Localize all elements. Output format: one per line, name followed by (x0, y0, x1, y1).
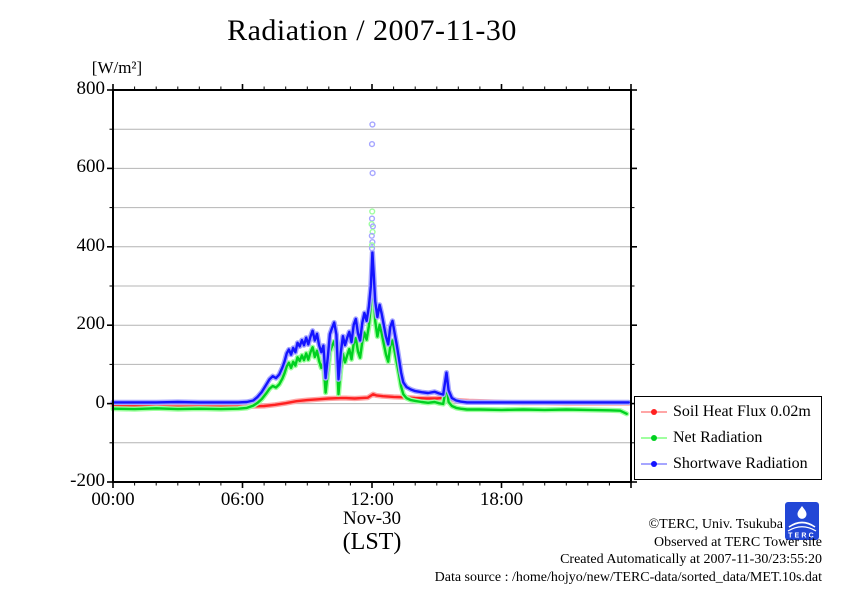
terc-logo: TERC (785, 502, 819, 540)
x-axis-date-label: Nov-30 (342, 508, 402, 529)
legend-item-soil-heat-flux: Soil Heat Flux 0.02m (635, 399, 821, 425)
x-tick-label: 18:00 (479, 489, 524, 510)
x-axis-lst-label: (LST) (342, 529, 402, 555)
terc-logo-text: TERC (788, 533, 816, 540)
legend-item-net-radiation: Net Radiation (635, 425, 821, 451)
shortwave-radiation-outlier-point (368, 215, 376, 222)
shortwave-radiation-outlier-point (369, 239, 376, 246)
y-tick-label: -200 (70, 470, 105, 491)
x-tick-label: 12:00 (350, 489, 394, 510)
shortwave-radiation-outlier-point (369, 223, 377, 230)
shortwave-radiation-outlier-point (369, 170, 376, 177)
legend: Soil Heat Flux 0.02m Net Radiation Short… (634, 396, 822, 480)
net-radiation-outlier-point (368, 242, 376, 249)
y-tick-label: 400 (76, 234, 106, 256)
y-axis-unit-label: [W/m²] (91, 58, 143, 77)
observed-at-text: Observed at TERC Tower site (653, 535, 822, 550)
y-tick-label: 800 (76, 78, 106, 99)
legend-label: Shortwave Radiation (673, 455, 808, 472)
legend-item-shortwave-radiation: Shortwave Radiation (635, 451, 821, 477)
data-source-text: Data source : /home/hojyo/new/TERC-data/… (434, 570, 822, 585)
legend-label: Net Radiation (673, 429, 763, 446)
shortwave-radiation-outlier-point (368, 245, 376, 252)
x-tick-label: 00:00 (91, 489, 135, 510)
shortwave-radiation-line (111, 251, 630, 404)
shortwave-radiation-outlier-point (368, 232, 375, 239)
y-tick-label: 0 (95, 391, 106, 413)
created-at-text: Created Automatically at 2007-11-30/23:5… (560, 552, 822, 567)
y-tick-label: 200 (76, 313, 106, 335)
x-tick-label: 06:00 (220, 489, 265, 510)
net-radiation-marker-icon (640, 434, 668, 442)
net-radiation-outlier-point (369, 228, 376, 236)
shortwave-radiation-outlier-point (369, 121, 376, 128)
soil-heat-flux-marker-icon (640, 408, 668, 416)
copyright-text: ©TERC, Univ. Tsukuba (648, 517, 784, 532)
shortwave-radiation-outlier-point (368, 141, 376, 148)
page-title: Radiation / 2007-11-30 (227, 14, 517, 47)
legend-label: Soil Heat Flux 0.02m (673, 403, 811, 420)
net-radiation-line (111, 257, 628, 415)
water-drop-icon (797, 506, 807, 519)
y-tick-label: 600 (76, 156, 106, 178)
net-radiation-outlier-point (369, 208, 376, 215)
shortwave-radiation-marker-icon (640, 460, 668, 468)
